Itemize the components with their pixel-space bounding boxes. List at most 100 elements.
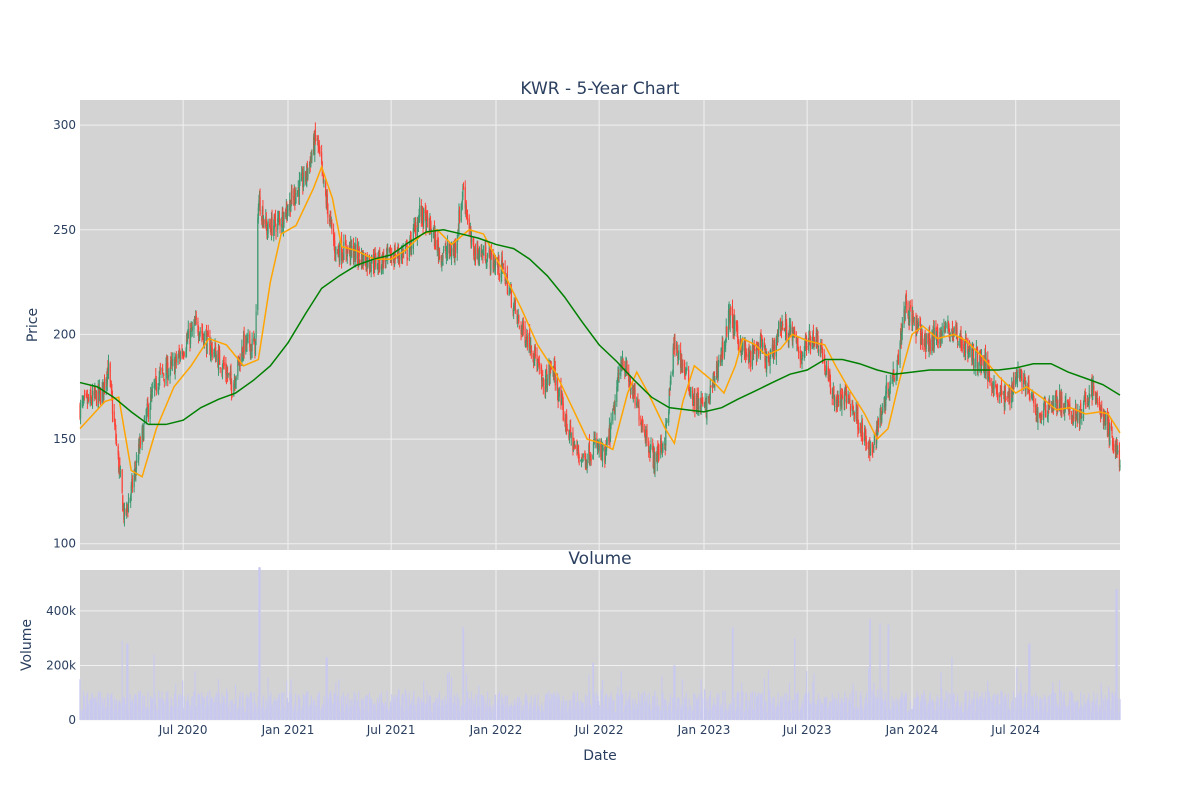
- volume-bar: [622, 711, 624, 720]
- candle-body: [147, 405, 149, 418]
- volume-bar: [183, 696, 185, 720]
- candle-body: [113, 411, 115, 421]
- volume-bar: [588, 691, 591, 720]
- candle-body: [158, 376, 160, 386]
- candle-body: [502, 263, 504, 268]
- volume-bar: [993, 694, 995, 720]
- candle-body: [839, 390, 841, 407]
- volume-bar: [526, 701, 528, 720]
- candle-body: [670, 376, 672, 384]
- candle-body: [207, 331, 209, 337]
- candle-body: [462, 188, 465, 190]
- candle-body: [649, 449, 652, 453]
- candle-body: [877, 420, 879, 435]
- volume-bar: [438, 691, 441, 720]
- volume-bar: [786, 693, 788, 720]
- candle-body: [473, 245, 475, 256]
- volume-bar: [913, 697, 915, 720]
- candle-body: [624, 371, 626, 375]
- candle-body: [582, 459, 584, 461]
- candle-body: [840, 392, 842, 398]
- volume-bar: [87, 704, 90, 720]
- volume-bar: [99, 691, 102, 720]
- volume-bar: [985, 703, 987, 720]
- volume-bar: [750, 692, 752, 720]
- candle-body: [1075, 410, 1077, 415]
- candle-body: [622, 359, 624, 368]
- candle-body: [343, 241, 345, 260]
- volume-bar: [888, 624, 890, 720]
- date-x-axis-title: Date: [583, 748, 616, 764]
- candle-body: [857, 427, 860, 431]
- candle-body: [505, 278, 507, 283]
- candle-body: [987, 367, 989, 380]
- volume-bar: [594, 700, 596, 720]
- candle-body: [813, 339, 816, 343]
- candle-body: [578, 457, 580, 459]
- candle-body: [674, 339, 676, 350]
- candle-body: [529, 331, 531, 347]
- candle-body: [860, 431, 862, 433]
- volume-bar: [873, 694, 875, 720]
- volume-bar: [219, 703, 221, 720]
- candle-body: [466, 212, 468, 216]
- candle-body: [883, 404, 885, 412]
- volume-bar: [143, 696, 145, 720]
- candle-body: [636, 398, 638, 400]
- candle-body: [759, 336, 762, 354]
- candle-body: [359, 259, 361, 263]
- candle-body: [448, 242, 450, 254]
- candle-body: [1095, 398, 1097, 403]
- candle-body: [550, 366, 552, 370]
- candle-body: [1059, 392, 1061, 403]
- candle-body: [370, 264, 372, 272]
- candle-body: [379, 252, 381, 269]
- date-x-tick-label: Jan 2021: [261, 723, 315, 737]
- volume-bar: [1016, 667, 1018, 720]
- candle-body: [302, 172, 304, 188]
- candle-body: [989, 379, 991, 384]
- candle-body: [485, 246, 487, 263]
- volume-bar: [817, 693, 820, 720]
- candle-body: [159, 368, 161, 370]
- date-x-tick-label: Jul 2020: [158, 723, 208, 737]
- candle-body: [351, 245, 353, 250]
- volume-bar: [649, 703, 651, 720]
- candle-body: [374, 254, 376, 256]
- candle-body: [895, 376, 897, 381]
- candle-body: [170, 358, 172, 362]
- candle-body: [305, 171, 307, 181]
- volume-bar: [181, 680, 184, 720]
- volume-bar: [498, 691, 501, 720]
- candle-body: [339, 241, 341, 262]
- candle-body: [967, 339, 969, 355]
- candle-body: [438, 251, 440, 259]
- volume-bar: [278, 694, 281, 720]
- candle-body: [83, 396, 85, 400]
- volume-bar: [560, 700, 563, 720]
- volume-bar: [621, 694, 624, 720]
- candle-body: [921, 331, 923, 345]
- candle-body: [233, 383, 235, 397]
- candle-body: [325, 183, 327, 195]
- candle-body: [944, 330, 946, 332]
- candle-body: [879, 414, 881, 428]
- volume-bar: [1032, 695, 1034, 720]
- candle-body: [1015, 376, 1017, 386]
- volume-bar: [646, 695, 648, 720]
- candle-body: [829, 382, 832, 395]
- candle-body: [1087, 400, 1089, 404]
- candle-body: [1007, 396, 1009, 399]
- volume-bar: [1113, 695, 1115, 720]
- candle-body: [924, 332, 926, 343]
- candle-body: [609, 423, 612, 440]
- candle-body: [89, 392, 91, 404]
- candle-body: [415, 225, 417, 236]
- volume-bar: [1097, 711, 1099, 720]
- candle-body: [450, 249, 453, 258]
- candle-body: [335, 246, 337, 255]
- candle-body: [616, 386, 618, 403]
- volume-bar: [474, 694, 477, 720]
- candle-body: [331, 222, 333, 228]
- candle-body: [1012, 380, 1015, 392]
